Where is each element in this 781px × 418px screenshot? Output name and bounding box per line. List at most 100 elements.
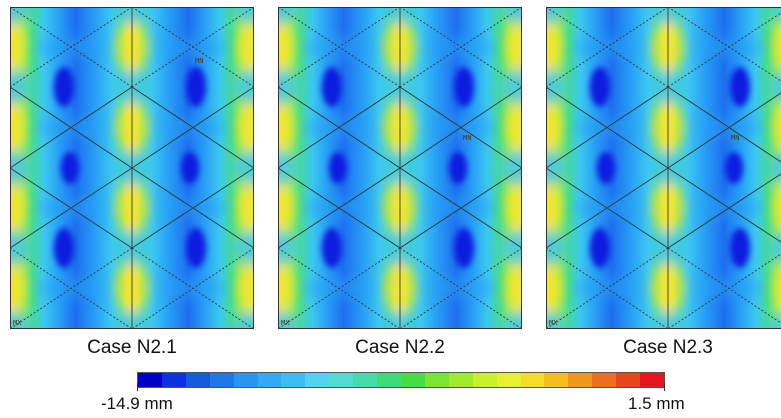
colorbar-max-label: 1.5 mm bbox=[628, 394, 685, 413]
truss-member bbox=[278, 7, 401, 88]
colorbar-swatch bbox=[520, 373, 545, 387]
min-zone bbox=[730, 228, 750, 268]
colorbar-swatch bbox=[400, 373, 425, 387]
high-zone bbox=[238, 21, 254, 73]
min-zone bbox=[725, 152, 743, 184]
high-zone bbox=[10, 262, 26, 314]
truss-member bbox=[131, 247, 254, 329]
mid-zone bbox=[278, 150, 300, 186]
high-zone bbox=[774, 105, 781, 149]
colorbar-swatch bbox=[377, 373, 401, 387]
truss-member bbox=[131, 167, 254, 249]
contour-panel-n2-3: MN MX bbox=[546, 7, 781, 329]
truss-lines bbox=[10, 7, 254, 329]
mid-zone bbox=[768, 7, 781, 24]
high-zone bbox=[546, 21, 562, 73]
panel-frame bbox=[10, 7, 254, 329]
high-zone bbox=[10, 21, 26, 73]
mid-zone bbox=[10, 150, 32, 186]
truss-member bbox=[399, 86, 522, 169]
truss-member bbox=[667, 92, 781, 169]
colorbar-swatch bbox=[233, 373, 258, 387]
high-zone bbox=[238, 262, 254, 314]
truss-member bbox=[278, 247, 401, 329]
colorbar-swatch bbox=[305, 373, 330, 387]
min-zone bbox=[730, 67, 750, 107]
mid-zone bbox=[278, 311, 300, 329]
mid-zone bbox=[278, 7, 300, 25]
colorbar-swatch bbox=[281, 373, 306, 387]
transition-zone bbox=[573, 197, 641, 217]
min-zone bbox=[61, 152, 79, 184]
transition-zone bbox=[305, 197, 373, 217]
high-zone bbox=[546, 181, 562, 233]
contour-panel-n2-1: MN MX bbox=[10, 7, 254, 329]
mid-zone bbox=[10, 69, 32, 105]
max-marker: MX bbox=[281, 319, 290, 327]
colorbar-swatch bbox=[472, 373, 497, 387]
truss-lines bbox=[546, 7, 781, 329]
truss-member bbox=[131, 86, 254, 169]
colorbar-swatch bbox=[138, 373, 162, 387]
truss-member bbox=[667, 12, 781, 88]
colorbar-swatch bbox=[257, 373, 282, 387]
truss-member bbox=[667, 173, 781, 249]
truss-member bbox=[546, 247, 669, 329]
max-marker: MX bbox=[549, 319, 558, 327]
mid-zone bbox=[10, 311, 32, 329]
truss-lines bbox=[278, 7, 522, 329]
mid-zone bbox=[768, 312, 781, 329]
panel-caption: Case N2.3 bbox=[623, 337, 713, 358]
panel-frame bbox=[546, 7, 781, 329]
truss-member bbox=[10, 7, 133, 88]
min-zone bbox=[54, 67, 74, 107]
min-marker: MN bbox=[195, 57, 203, 65]
colorbar-max-tick bbox=[664, 383, 665, 391]
transition-zone bbox=[37, 197, 105, 217]
mid-zone bbox=[500, 150, 522, 186]
transition-zone bbox=[159, 197, 227, 217]
max-marker: MX bbox=[13, 319, 22, 327]
color-scale-bar bbox=[137, 372, 665, 388]
mid-zone bbox=[278, 230, 300, 266]
mid-zone bbox=[546, 69, 568, 105]
high-zone bbox=[238, 181, 254, 233]
high-zone bbox=[278, 262, 294, 314]
colorbar-swatch bbox=[640, 373, 664, 387]
truss-member bbox=[10, 167, 133, 249]
mid-zone bbox=[546, 311, 568, 329]
mid-zone bbox=[232, 7, 254, 25]
high-zone bbox=[774, 185, 781, 229]
mid-zone bbox=[232, 311, 254, 329]
mid-zone bbox=[546, 150, 568, 186]
high-zone bbox=[546, 101, 562, 153]
colorbar-swatch bbox=[353, 373, 378, 387]
contour-plot: MN MX bbox=[10, 7, 254, 329]
mid-zone bbox=[10, 230, 32, 266]
mid-zone bbox=[546, 7, 568, 25]
truss-member bbox=[278, 86, 401, 169]
min-zone bbox=[322, 228, 342, 268]
mid-zone bbox=[546, 230, 568, 266]
contour-plot: MN MX bbox=[546, 7, 781, 329]
contour-plot: MN MX bbox=[278, 7, 522, 329]
high-zone bbox=[10, 181, 26, 233]
colorbar-swatch bbox=[161, 373, 186, 387]
mid-zone bbox=[278, 69, 300, 105]
truss-member bbox=[546, 7, 669, 88]
min-zone bbox=[54, 228, 74, 268]
colorbar-swatch bbox=[185, 373, 210, 387]
colorbar-swatch bbox=[592, 373, 617, 387]
high-zone bbox=[238, 101, 254, 153]
colorbar-swatch bbox=[616, 373, 641, 387]
mid-zone bbox=[232, 150, 254, 186]
truss-member bbox=[546, 167, 669, 249]
min-zone bbox=[454, 67, 474, 107]
high-zone bbox=[506, 21, 522, 73]
transition-zone bbox=[695, 197, 763, 217]
high-zone bbox=[506, 262, 522, 314]
high-zone bbox=[278, 101, 294, 153]
truss-member bbox=[399, 247, 522, 329]
colorbar-swatch bbox=[209, 373, 234, 387]
mid-zone bbox=[10, 7, 32, 25]
